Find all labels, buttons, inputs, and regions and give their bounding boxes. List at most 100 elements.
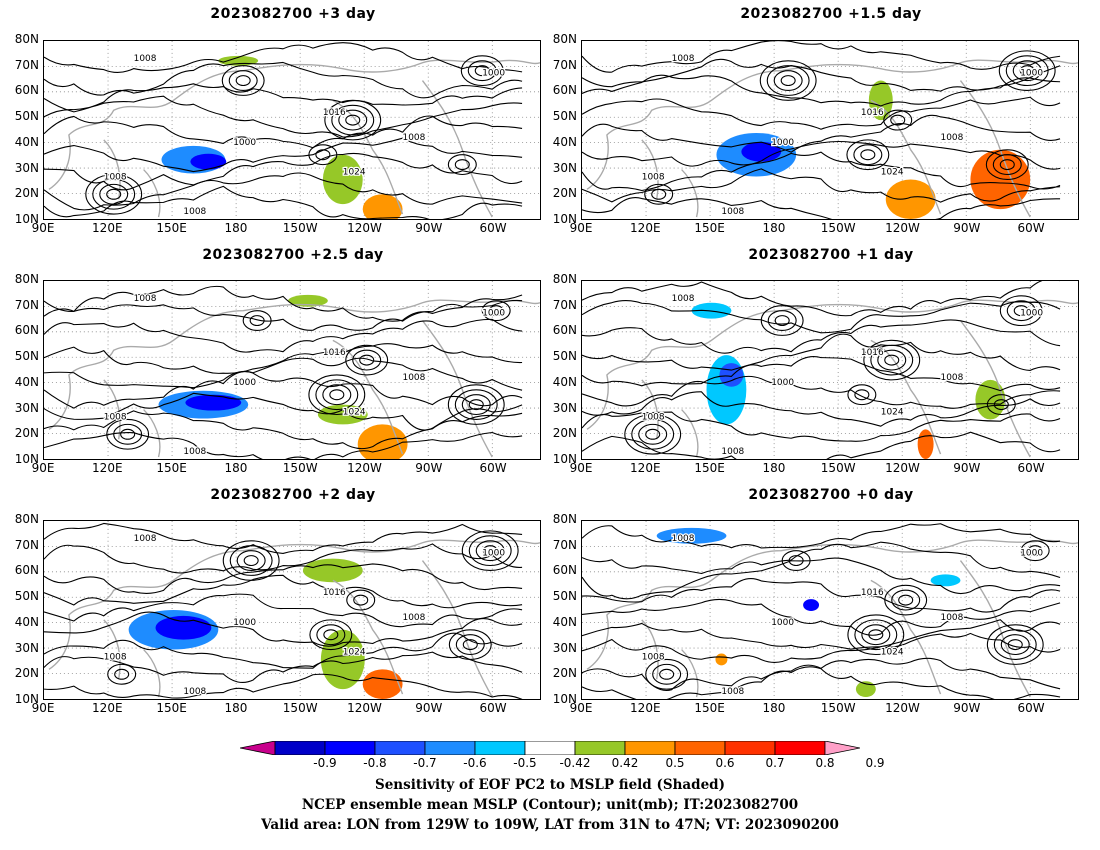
lon-tick-label: 120W [885,461,920,475]
colorbar-segment [324,740,376,756]
mslp-contour [345,344,389,376]
mslp-contour [877,349,907,371]
mslp-contour [44,152,523,191]
contour-label: 1008 [941,613,964,623]
colorbar-label: 0.5 [665,756,685,770]
lon-tick-label: 90W [415,461,443,475]
mslp-contour [229,545,273,576]
mslp-contour [221,65,265,96]
mslp-contour [645,428,661,440]
mslp-contour [352,349,382,371]
lon-tick-label: 120W [347,221,382,235]
mslp-contour [106,188,122,200]
lon-tick-label: 180 [762,461,786,475]
mslp-contour [309,619,353,651]
contour-label: 1016 [323,108,346,118]
mslp-contour [461,394,491,416]
lon-tick-label: 150W [820,701,856,715]
contour-label: 1008 [672,54,695,64]
lon-tick-label: 120E [630,461,661,475]
mslp-contour [475,540,505,562]
lon-tick-label: 90E [569,221,593,235]
mslp-contour [44,392,523,431]
contour-label: 1008 [403,613,426,623]
lat-tick-label: 60N [14,83,39,98]
colorbar-segment [524,740,576,756]
colorbar [239,740,861,756]
mslp-contour [582,632,1061,663]
mslp-contour [1019,65,1035,77]
mslp-contour [1006,300,1036,322]
mslp-contour [582,431,1061,459]
lon-tick-label: 150W [282,461,318,475]
lon-tick-label: 180 [224,701,248,715]
mslp-contour [482,545,498,557]
mslp-contour [315,149,331,161]
mslp-contour [868,629,884,641]
lon-tick-label: 120W [347,461,382,475]
lat-tick-label: 50N [552,349,577,364]
contour-label: 1008 [134,54,157,64]
contour-label: 1008 [104,412,127,422]
mslp-contour [624,413,682,455]
lat-tick-label: 10N [14,451,39,466]
lon-tick-label: 180 [224,461,248,475]
lat-tick-label: 10N [14,691,39,706]
lon-tick-label: 120W [347,701,382,715]
contour-label: 1008 [721,207,744,217]
colorbar-label: 0.7 [765,756,785,770]
colorbar-label: 0.42 [611,756,639,770]
lon-tick-label: 90E [31,221,55,235]
lon-tick-label: 120E [630,701,661,715]
mslp-contour [323,629,339,641]
lon-tick-label: 120E [92,221,123,235]
mslp-contour [1013,305,1029,317]
lon-tick-label: 150E [156,701,187,715]
mslp-contour [853,144,883,166]
mslp-contour [999,159,1015,171]
lon-tick-label: 150E [694,461,725,475]
mslp-contour [891,589,921,611]
lat-tick-label: 40N [552,134,577,149]
map-panel-5: 1008 1016 1000 1008 1008 1000 1008 1024 [43,520,541,700]
shaded-region [190,153,227,170]
mslp-contour [107,663,137,685]
colorbar-label: -0.5 [513,756,537,770]
mslp-contour [44,651,523,683]
mslp-contour [235,75,251,87]
shaded-region [302,558,363,583]
mslp-contour [228,70,258,91]
contour-label: 1024 [343,168,366,178]
mslp-contour [454,159,470,171]
mslp-contour [44,431,523,459]
lon-tick-label: 150W [282,701,318,715]
mslp-contour [582,541,1061,578]
mslp-contour [316,624,346,646]
contour-label: 1000 [771,618,794,628]
colorbar-segment [774,740,826,756]
lon-tick-label: 120E [92,461,123,475]
colorbar-segment [374,740,426,756]
lon-tick-label: 90E [31,461,55,475]
mslp-contour [44,95,523,138]
lon-tick-label: 90E [569,701,593,715]
mslp-contour [345,114,361,126]
panel-title-2: 2023082700 +1.5 day [740,6,922,22]
contour-label: 1008 [941,373,964,383]
mslp-contour [44,172,523,211]
lon-tick-label: 90E [569,461,593,475]
mslp-contour [1027,545,1043,557]
lat-tick-label: 50N [552,109,577,124]
mslp-contour [659,668,675,680]
lon-tick-label: 150W [282,221,318,235]
lon-tick-label: 150E [694,221,725,235]
lon-tick-label: 90W [415,221,443,235]
colorbar-segment [624,740,676,756]
mslp-contour [759,60,817,101]
panel-title-1: 2023082700 +3 day [210,6,376,22]
contour-label: 1000 [482,549,505,559]
lon-tick-label: 180 [762,221,786,235]
mslp-contour [329,389,345,401]
panel-title-6: 2023082700 +0 day [748,487,914,503]
contour-label: 1008 [104,652,127,662]
